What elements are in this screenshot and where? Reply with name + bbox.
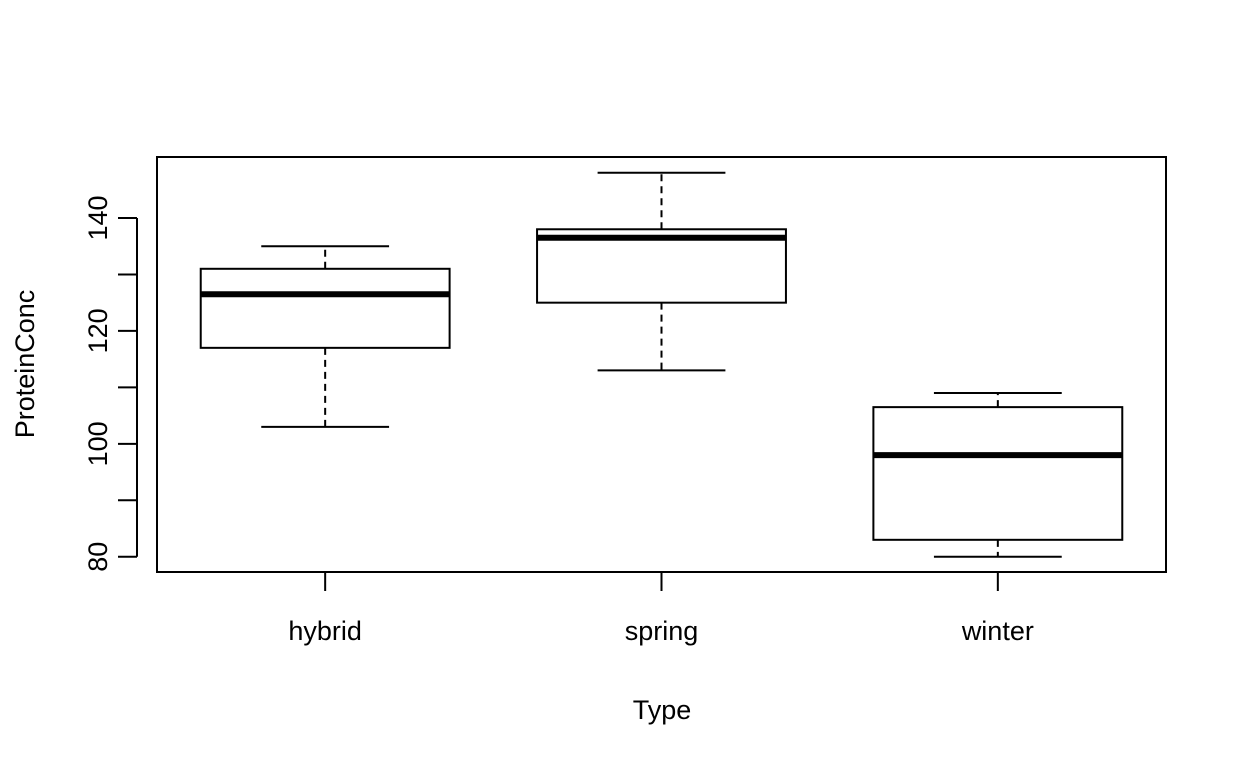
x-tick-label: spring xyxy=(625,616,699,646)
y-tick-label: 120 xyxy=(83,308,113,353)
y-axis-title: ProteinConc xyxy=(10,290,40,439)
x-axis-title: Type xyxy=(633,695,692,725)
y-tick-label: 80 xyxy=(83,542,113,572)
x-axis: hybrid spring winter xyxy=(288,572,1034,646)
y-tick-label: 140 xyxy=(83,195,113,240)
box-spring xyxy=(536,171,787,372)
box-hybrid xyxy=(199,245,451,428)
box-iqr xyxy=(536,228,787,304)
x-tick-label: hybrid xyxy=(288,616,362,646)
y-tick-label: 100 xyxy=(83,421,113,466)
box-iqr xyxy=(199,267,451,349)
y-axis: 80 100 120 140 xyxy=(83,195,138,572)
box-iqr xyxy=(872,406,1124,541)
box-winter xyxy=(872,392,1124,558)
x-tick-label: winter xyxy=(961,616,1034,646)
boxes-group xyxy=(199,171,1124,558)
